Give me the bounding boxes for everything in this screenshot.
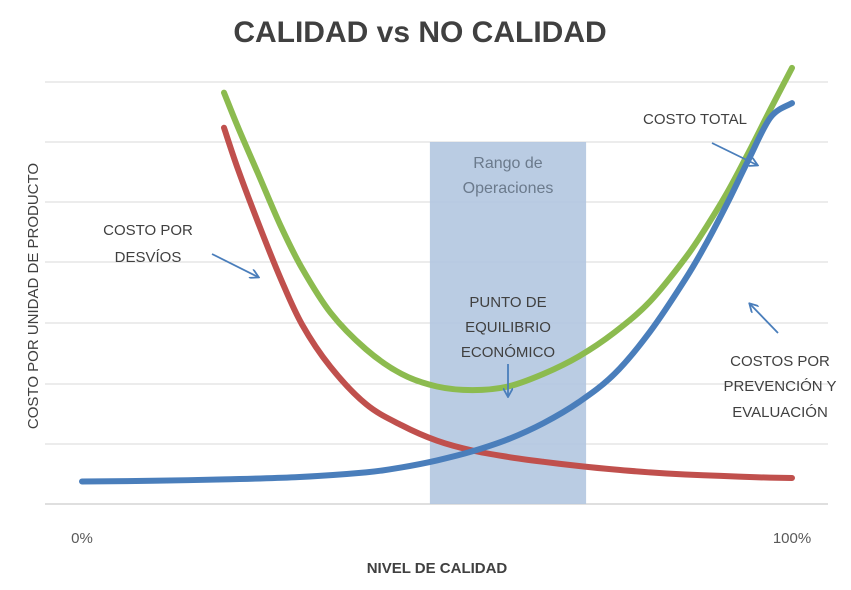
series-line-costos-prevencion [79,100,795,485]
arrow-prevencion [750,304,779,334]
annotation-desvios-line1: COSTO POR [103,222,193,239]
x-axis-title: NIVEL DE CALIDAD [367,560,508,577]
y-axis-title: COSTO POR UNIDAD DE PRODUCTO [25,163,42,429]
annotation-prevencion-line1: COSTOS POR [730,353,830,370]
annotation-desvios-line2: DESVÍOS [115,249,182,266]
annotation-equilibrio-line3: ECONÓMICO [461,344,555,361]
annotation-prevencion-line2: PREVENCIÓN Y [723,378,836,395]
annotation-equilibrio-line1: PUNTO DE [469,294,546,311]
band-label-line2: Operaciones [463,180,554,197]
annotation-prevencion-line3: EVALUACIÓN [732,404,828,421]
annotation-equilibrio-line2: EQUILIBRIO [465,319,551,336]
annotation-costo-total: COSTO TOTAL [643,111,747,128]
arrow-desvios [211,253,258,277]
x-tick-label-0: 0% [71,530,93,547]
band-label-line1: Rango de [473,155,542,172]
arrow-costo-total [711,142,757,165]
chart-title: CALIDAD vs NO CALIDAD [233,16,606,49]
x-tick-label-1: 100% [773,530,811,547]
